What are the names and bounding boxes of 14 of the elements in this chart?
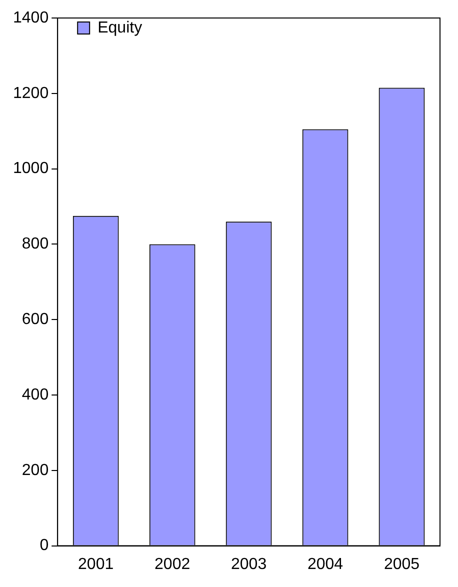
y-tick-label: 1400 xyxy=(13,9,49,26)
x-tick-label: 2003 xyxy=(231,556,267,573)
y-tick-label: 1000 xyxy=(13,160,49,178)
y-tick-label: 400 xyxy=(22,386,49,404)
x-tick-label: 2002 xyxy=(154,556,190,573)
y-tick-label: 200 xyxy=(22,462,49,479)
y-tick-label: 1200 xyxy=(13,84,49,102)
y-tick-label: 600 xyxy=(22,311,49,328)
x-tick-label: 2001 xyxy=(78,556,114,573)
x-tick-label: 2005 xyxy=(384,556,420,573)
x-tick-label: 2004 xyxy=(307,556,344,573)
legend-label: Equity xyxy=(98,19,142,36)
y-tick-label: 0 xyxy=(40,537,49,554)
y-tick-label: 800 xyxy=(22,236,49,253)
